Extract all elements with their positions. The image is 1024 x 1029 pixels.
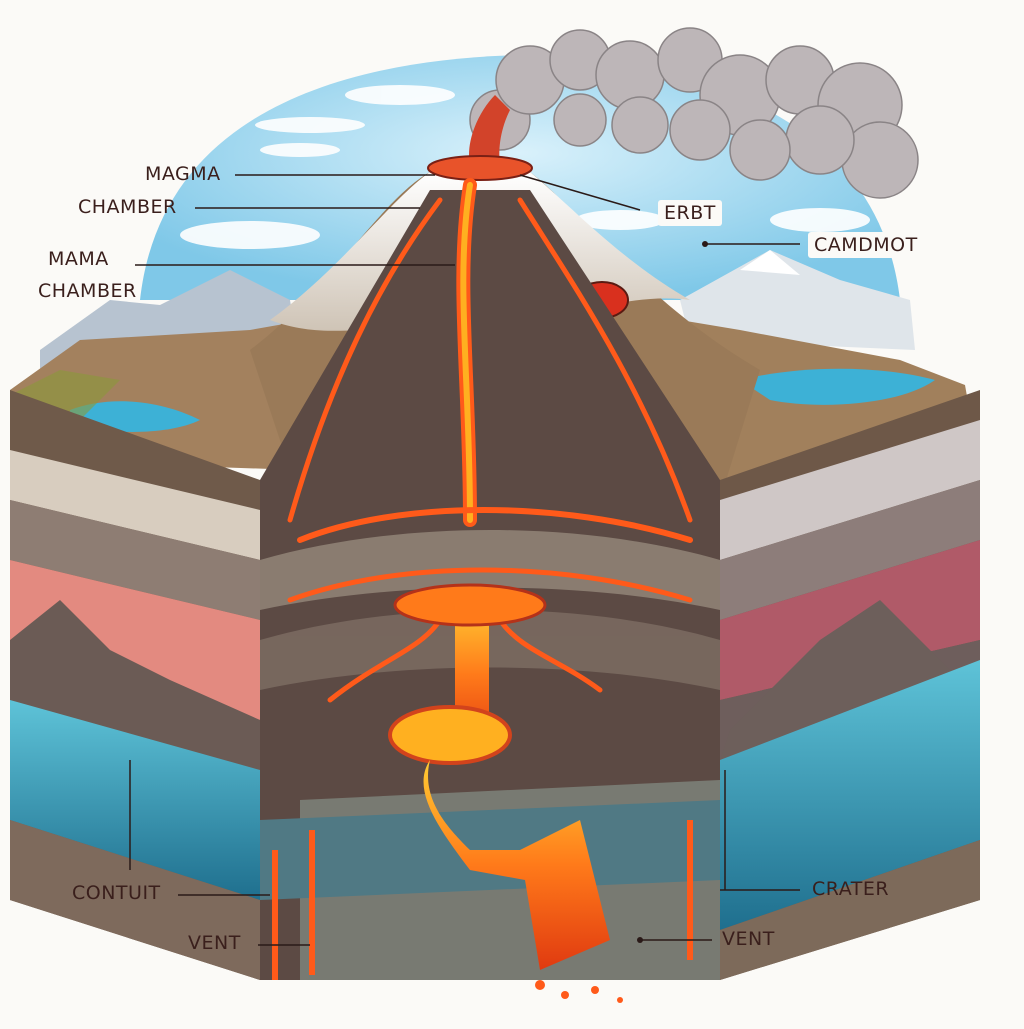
eruption-column: [469, 95, 510, 165]
lava-dike-lines: [272, 820, 693, 980]
lava-network: [287, 178, 693, 703]
lava-outflow: [423, 760, 610, 970]
label-crater: CRATER: [812, 878, 890, 900]
label-leader-lines: [129, 174, 800, 946]
lower-magma-pool: [388, 705, 512, 765]
sky-clouds: [180, 85, 870, 249]
label-magma: MAGMA: [145, 163, 221, 185]
label-vent-left: VENT: [188, 932, 241, 954]
lava-drips: [535, 980, 623, 1003]
label-camdmot: CAMDMOT: [808, 232, 924, 258]
label-vent-right: VENT: [722, 928, 775, 950]
strata-right-face: [720, 390, 980, 980]
eruption-smoke-plume: [469, 27, 919, 199]
magma-chamber: [393, 583, 547, 627]
label-mama: MAMA: [48, 248, 109, 270]
strata-left-face: [10, 390, 260, 980]
label-chamber-2: CHAMBER: [38, 280, 137, 302]
label-contuit: CONTUIT: [72, 882, 161, 904]
summit-crater: [427, 155, 533, 181]
label-erbt: ERBT: [658, 200, 722, 226]
lake-right: [740, 368, 935, 405]
label-chamber-1: CHAMBER: [78, 196, 177, 218]
